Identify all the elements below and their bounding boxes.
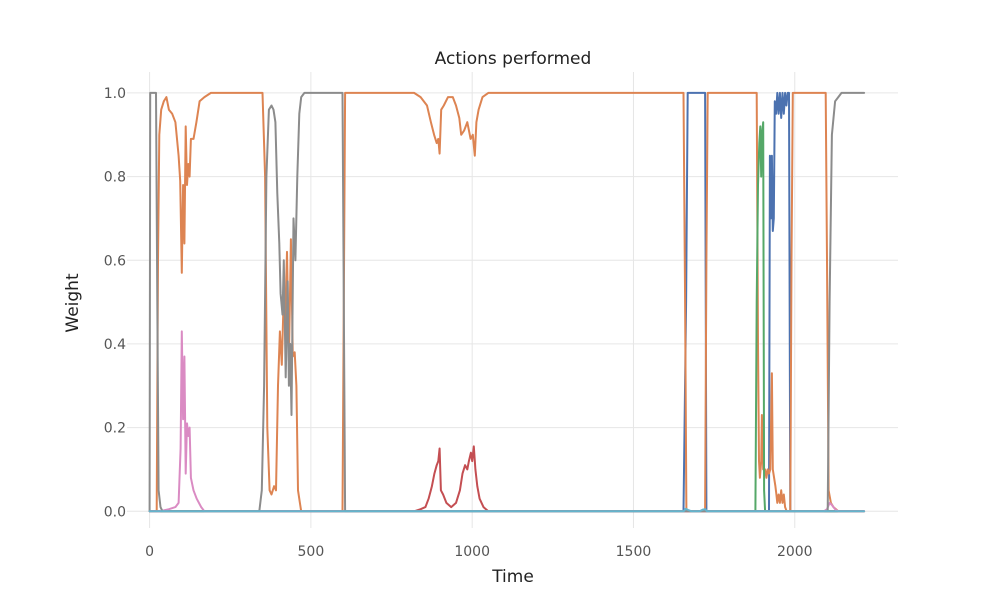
series-line-5 [148,330,866,513]
y-tick-label: 0.2 [104,421,126,437]
x-tick-label: 1500 [616,544,652,560]
x-tick-label: 2000 [777,544,813,560]
y-tick-label: 0.8 [104,170,126,186]
grid-layer [127,72,898,528]
tick-labels: 0 500 1000 1500 2000 0.0 0.2 0.4 0.6 0.8 1.0 [104,86,813,560]
x-axis-title: Time [491,567,534,587]
x-tick-label: 1000 [454,544,490,560]
series-line-3 [148,121,866,513]
series-line-7 [148,507,866,513]
y-tick-label: 0.6 [104,253,126,269]
x-tick-label: 500 [298,544,325,560]
y-tick-label: 0.4 [104,337,126,353]
series-line-2 [148,91,866,513]
y-axis-title: Weight [63,273,83,333]
y-tick-label: 1.0 [104,86,126,102]
series-line-4 [148,445,866,513]
x-tick-label: 0 [145,544,154,560]
y-tick-label: 0.0 [104,504,126,520]
series-line-1 [148,91,866,513]
series-layer [148,91,866,513]
chart-title: Actions performed [435,49,592,69]
